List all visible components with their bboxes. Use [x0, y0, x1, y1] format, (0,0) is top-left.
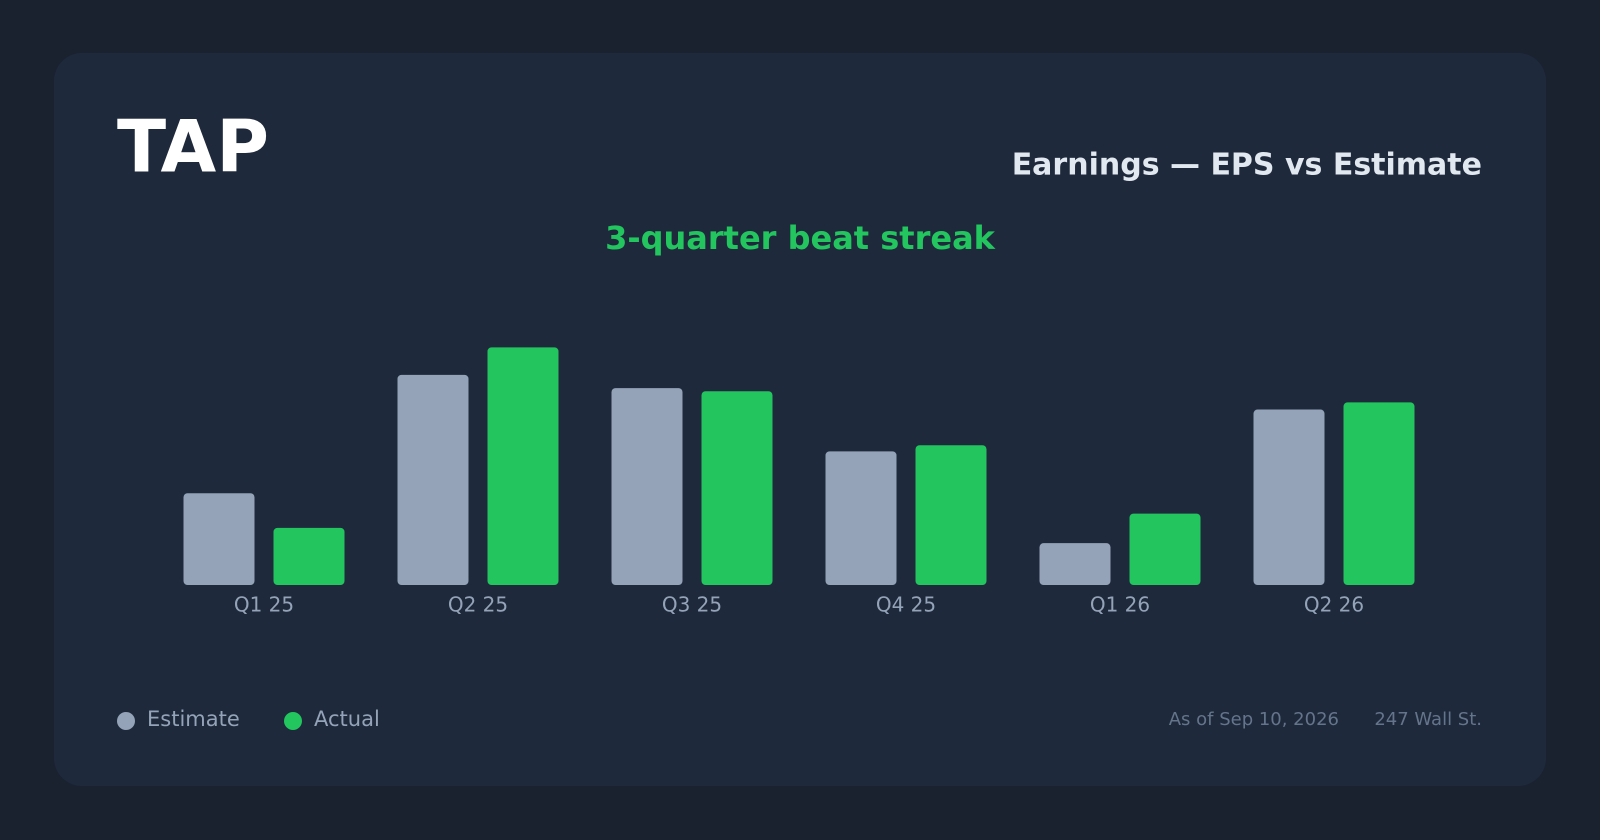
x-tick-label: Q1 25 — [234, 593, 294, 617]
bar — [611, 388, 683, 585]
bar — [1129, 513, 1201, 585]
card — [54, 53, 1546, 786]
bar — [273, 527, 345, 585]
bar — [825, 451, 897, 585]
x-tick-label: Q1 26 — [1090, 593, 1150, 617]
bar — [701, 391, 773, 585]
bar — [397, 374, 469, 585]
bar — [915, 445, 987, 585]
x-tick-label: Q2 25 — [448, 593, 508, 617]
x-tick-label: Q4 25 — [876, 593, 936, 617]
legend-label: Estimate — [147, 707, 240, 731]
x-tick-label: Q3 25 — [662, 593, 722, 617]
chart-title: TAP — [117, 105, 269, 189]
as-of: As of Sep 10, 2026 — [1169, 709, 1339, 730]
bar — [1253, 409, 1325, 585]
bar — [1343, 402, 1415, 585]
bar — [1039, 543, 1111, 585]
legend-label: Actual — [314, 707, 380, 731]
chart-subtitle: Earnings — EPS vs Estimate — [1012, 148, 1482, 183]
bar — [487, 347, 559, 585]
annotation: 3-quarter beat streak — [605, 219, 996, 257]
x-tick-label: Q2 26 — [1304, 593, 1364, 617]
legend-swatch — [284, 712, 302, 730]
legend-swatch — [117, 712, 135, 730]
source: 247 Wall St. — [1374, 709, 1482, 730]
bar — [183, 493, 255, 585]
